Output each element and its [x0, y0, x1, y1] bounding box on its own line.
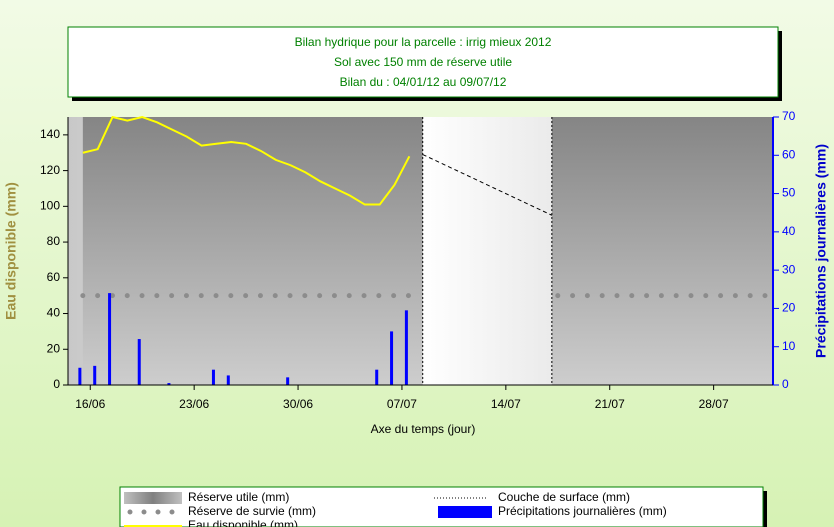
reserve-utile-area	[82, 117, 773, 385]
precip-bar	[211, 369, 215, 385]
title: Bilan hydrique pour la parcelle : irrig …	[295, 35, 552, 49]
y-tick-label: 60	[47, 270, 61, 284]
precip-bar	[390, 331, 394, 385]
y2-tick-label: 20	[782, 301, 796, 315]
precip-bar	[93, 365, 97, 385]
legend-label: Eau disponible (mm)	[188, 518, 298, 527]
x-axis-label: Axe du temps (jour)	[371, 422, 476, 436]
x-tick-label: 23/06	[179, 397, 209, 411]
y2-tick-label: 50	[782, 186, 796, 200]
y-tick-label: 20	[47, 341, 61, 355]
y2-tick-label: 40	[782, 224, 796, 238]
precip-bar	[226, 375, 230, 385]
y2-tick-label: 70	[782, 109, 796, 123]
y-tick-label: 80	[47, 234, 61, 248]
surface-line	[422, 154, 553, 216]
precip-bar	[375, 369, 379, 385]
y-tick-label: 40	[47, 306, 61, 320]
y-tick-label: 140	[40, 127, 60, 141]
legend-swatch	[124, 492, 182, 504]
legend-swatch	[438, 506, 492, 518]
y2-axis-label: Précipitations journalières (mm)	[813, 144, 829, 358]
y2-tick-label: 30	[782, 262, 796, 276]
x-tick-label: 21/07	[595, 397, 625, 411]
title: Sol avec 150 mm de réserve utile	[334, 55, 512, 69]
x-tick-label: 30/06	[283, 397, 313, 411]
x-tick-label: 16/06	[75, 397, 105, 411]
y2-tick-label: 0	[782, 377, 789, 391]
precip-bar	[137, 339, 141, 385]
legend-label: Précipitations journalières (mm)	[498, 504, 667, 518]
precip-bar	[78, 367, 82, 385]
y-tick-label: 120	[40, 163, 60, 177]
eau-line	[82, 115, 411, 206]
title: Bilan du : 04/01/12 au 09/07/12	[340, 75, 507, 89]
precip-bar	[108, 293, 112, 385]
legend-label: Couche de surface (mm)	[498, 490, 630, 504]
title-box	[67, 26, 779, 98]
precip-bar	[404, 310, 408, 385]
x-tick-label: 07/07	[387, 397, 417, 411]
legend-label: Réserve de survie (mm)	[188, 504, 316, 518]
y-tick-label: 100	[40, 199, 60, 213]
x-tick-label: 28/07	[699, 397, 729, 411]
y-axis-label: Eau disponible (mm)	[3, 182, 19, 320]
precip-bar	[167, 383, 171, 385]
y2-tick-label: 60	[782, 147, 796, 161]
y2-tick-label: 10	[782, 339, 796, 353]
precip-bar	[286, 377, 290, 385]
x-tick-label: 14/07	[491, 397, 521, 411]
y-tick-label: 0	[53, 377, 60, 391]
legend-label: Réserve utile (mm)	[188, 490, 289, 504]
